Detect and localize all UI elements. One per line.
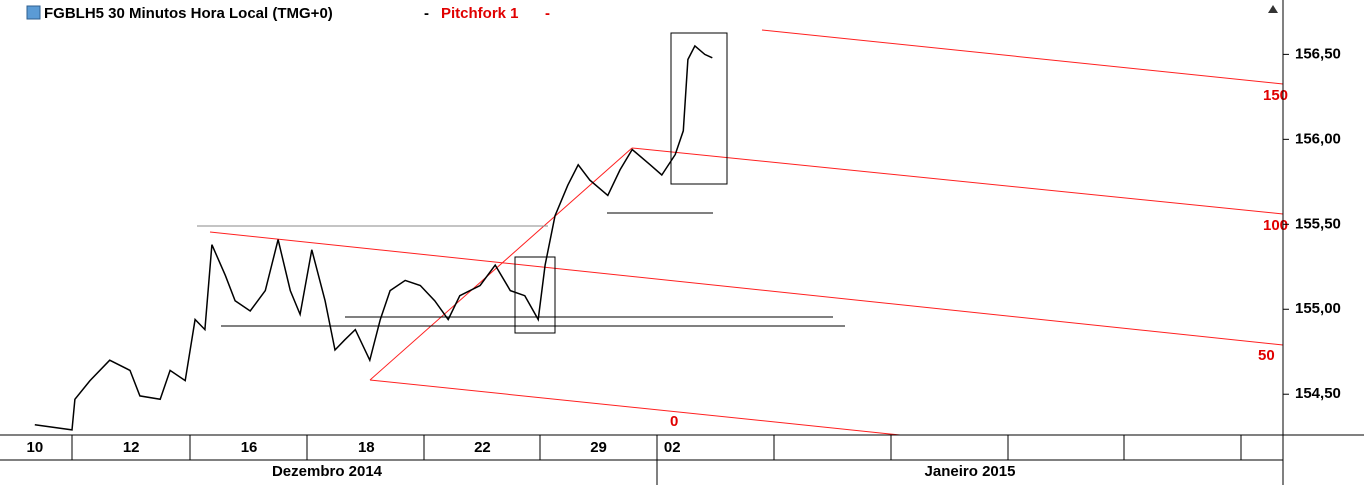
pitchfork-label: 50 — [1258, 347, 1275, 364]
x-tick-label: 18 — [358, 439, 375, 456]
y-tick-label: 155,00 — [1295, 300, 1341, 317]
pitchfork-label: 100 — [1263, 217, 1288, 234]
chart-title: FGBLH5 30 Minutos Hora Local (TMG+0) — [44, 5, 333, 22]
separator: - — [424, 5, 429, 22]
month-label: Janeiro 2015 — [925, 463, 1016, 480]
month-label: Dezembro 2014 — [272, 463, 383, 480]
y-tick-label: 156,50 — [1295, 45, 1341, 62]
x-tick-label: 22 — [474, 439, 491, 456]
price-line — [34, 44, 713, 431]
pitchfork-line — [369, 379, 901, 436]
pitchfork-line — [631, 147, 1284, 215]
pitchfork-line — [761, 29, 1284, 85]
x-tick-label: 12 — [123, 439, 140, 456]
pitchfork-label: 150 — [1263, 87, 1288, 104]
symbol-icon — [26, 5, 41, 20]
y-tick-label: 156,00 — [1295, 130, 1341, 147]
x-tick-label: 02 — [664, 439, 681, 456]
x-tick-label: 29 — [590, 439, 607, 456]
day-separators — [71, 435, 1242, 485]
pitchfork — [209, 29, 1284, 436]
scroll-icon[interactable] — [1268, 5, 1278, 13]
x-tick-label: 10 — [26, 439, 43, 456]
pitchfork-handle — [369, 147, 633, 381]
separator: - — [545, 5, 550, 22]
pitchfork-label: 0 — [670, 413, 678, 430]
x-tick-label: 16 — [241, 439, 258, 456]
y-tick-label: 154,50 — [1295, 385, 1341, 402]
pitchfork-line — [209, 231, 1284, 346]
y-tick-label: 155,50 — [1295, 215, 1341, 232]
drawings — [197, 32, 845, 334]
study-name: Pitchfork 1 — [441, 5, 519, 22]
box — [514, 256, 556, 334]
box — [670, 32, 728, 185]
